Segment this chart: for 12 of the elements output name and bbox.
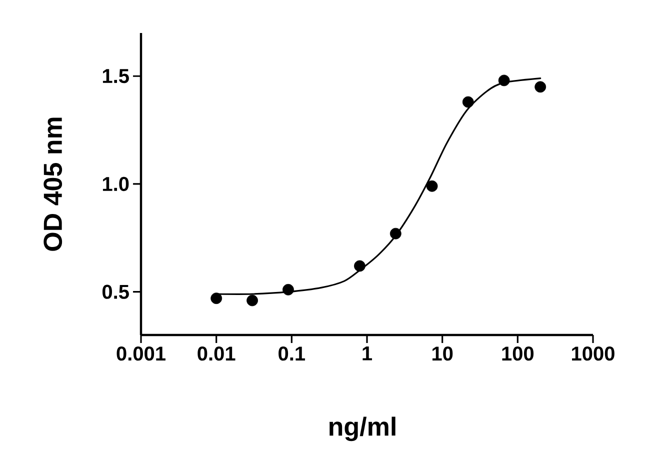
x-tick-label: 0.001 [116, 346, 166, 361]
y-tick-label: 1.0 [102, 176, 129, 192]
x-tick-label: 100 [502, 346, 534, 361]
y-tick-label: 1.5 [102, 69, 129, 84]
x-tick-label: 0.1 [278, 346, 306, 361]
y-tick-label: 0.5 [102, 284, 129, 299]
x-tick-label: 1 [362, 346, 372, 360]
x-axis-title: ng/ml [330, 416, 396, 442]
x-tick-label: 1000 [572, 346, 614, 361]
y-axis-title: OD 405 nm [44, 118, 62, 251]
x-tick-label: 10 [432, 346, 453, 361]
x-tick-label: 0.01 [198, 346, 236, 361]
